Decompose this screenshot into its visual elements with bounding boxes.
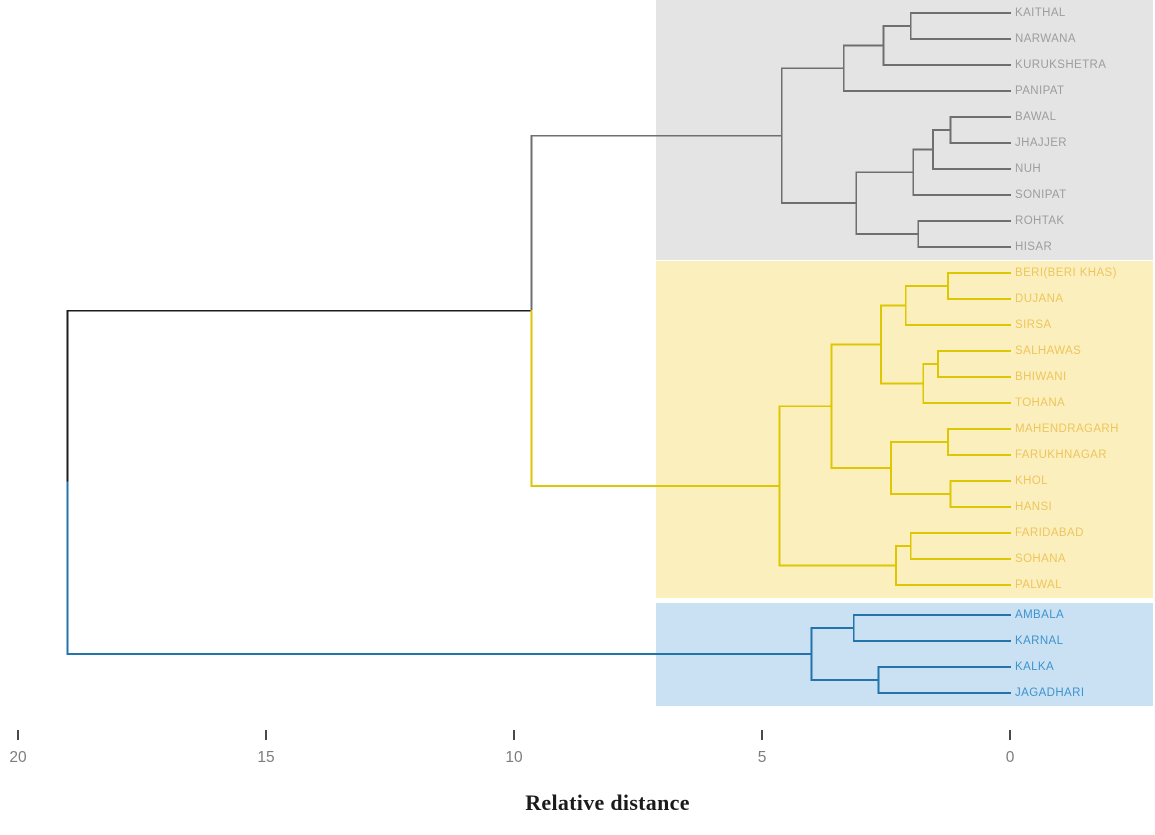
leaf-label: FARIDABAD bbox=[1015, 527, 1084, 539]
axis-tick-label: 10 bbox=[505, 749, 523, 766]
leaf-label: HISAR bbox=[1015, 241, 1052, 253]
leaf-label: AMBALA bbox=[1015, 609, 1064, 621]
leaf-label: PALWAL bbox=[1015, 579, 1062, 591]
leaf-label: NUH bbox=[1015, 163, 1041, 175]
leaf-label: ROHTAK bbox=[1015, 215, 1064, 227]
leaf-label: DUJANA bbox=[1015, 293, 1063, 305]
leaf-label: BHIWANI bbox=[1015, 371, 1067, 383]
leaf-label: TOHANA bbox=[1015, 397, 1065, 409]
leaf-label: SONIPAT bbox=[1015, 189, 1067, 201]
cluster-box-2 bbox=[656, 261, 1153, 598]
leaf-label: KAITHAL bbox=[1015, 7, 1066, 19]
axis-tick-label: 20 bbox=[9, 749, 27, 766]
leaf-label: NARWANA bbox=[1015, 33, 1076, 45]
leaf-label: SIRSA bbox=[1015, 319, 1052, 331]
x-axis-title: Relative distance bbox=[525, 790, 690, 815]
axis-tick-label: 5 bbox=[758, 749, 767, 766]
leaf-label: KHOL bbox=[1015, 475, 1048, 487]
leaf-label: KARNAL bbox=[1015, 635, 1064, 647]
axis-tick-label: 0 bbox=[1006, 749, 1015, 766]
leaf-label: BAWAL bbox=[1015, 111, 1057, 123]
leaf-label: KURUKSHETRA bbox=[1015, 59, 1106, 71]
leaf-label: KALKA bbox=[1015, 661, 1054, 673]
leaf-label: MAHENDRAGARH bbox=[1015, 423, 1119, 435]
cluster-box-1 bbox=[656, 0, 1153, 260]
dendrogram-plot: KAITHAL NARWANA KURUKSHETRA PANIPAT BAWAL JHA… bbox=[9, 0, 1153, 766]
leaf-label: HANSI bbox=[1015, 501, 1052, 513]
leaf-label: PANIPAT bbox=[1015, 85, 1064, 97]
axis-tick-label: 15 bbox=[257, 749, 274, 766]
leaf-label: SALHAWAS bbox=[1015, 345, 1081, 357]
leaf-label: JAGADHARI bbox=[1015, 687, 1084, 699]
leaf-label: JHAJJER bbox=[1015, 137, 1067, 149]
leaf-label: FARUKHNAGAR bbox=[1015, 449, 1107, 461]
leaf-label: SOHANA bbox=[1015, 553, 1066, 565]
leaf-label: BERI(BERI KHAS) bbox=[1015, 267, 1117, 279]
